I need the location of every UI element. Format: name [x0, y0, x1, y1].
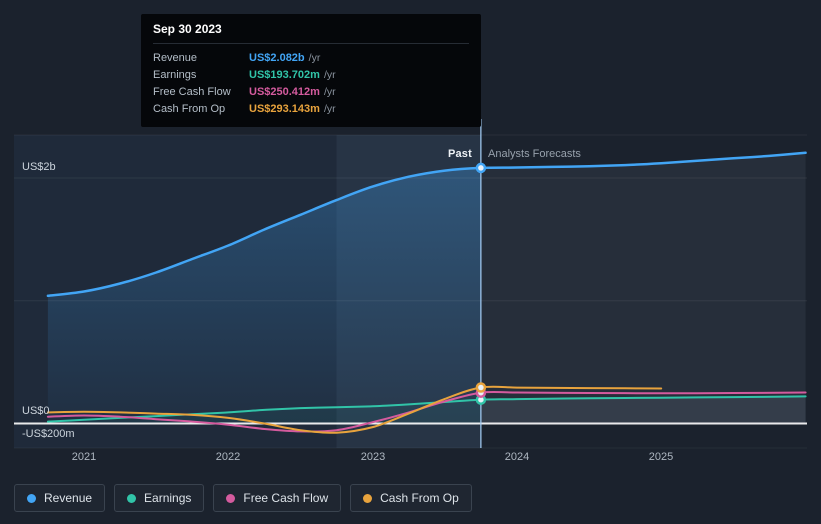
chart-legend: Revenue Earnings Free Cash Flow Cash Fro… — [14, 484, 472, 512]
tooltip-date: Sep 30 2023 — [153, 22, 469, 44]
tooltip-value: US$2.082b — [249, 52, 305, 64]
x-tick-2022: 2022 — [215, 451, 241, 463]
tooltip-row-revenue: Revenue US$2.082b /yr — [153, 50, 469, 67]
chart-tooltip: Sep 30 2023 Revenue US$2.082b /yr Earnin… — [141, 14, 481, 127]
legend-label: Cash From Op — [380, 491, 459, 505]
earnings-legend-dot — [127, 493, 137, 503]
tooltip-unit: /yr — [323, 103, 336, 115]
legend-label: Earnings — [144, 491, 192, 505]
legend-label: Free Cash Flow — [243, 491, 329, 505]
area-past-earnings — [47, 399, 481, 424]
tooltip-row-cash-from-op: Cash From Op US$293.143m /yr — [153, 101, 469, 118]
revenue-marker — [475, 162, 487, 174]
revenue-line — [46, 151, 807, 298]
x-tick-2024: 2024 — [504, 451, 530, 463]
area-forecast-earnings — [480, 396, 806, 424]
earnings-line — [46, 395, 807, 423]
tooltip-row-free-cash-flow: Free Cash Flow US$250.412m /yr — [153, 84, 469, 101]
cash-from-op-line — [46, 385, 663, 434]
area-past-revenue — [47, 167, 481, 424]
legend-label: Revenue — [44, 491, 93, 505]
x-tick-2021: 2021 — [71, 451, 97, 463]
past-zone-label: Past — [447, 148, 472, 160]
y-axis-label-2b: US$2b — [22, 161, 56, 173]
area-forecast-revenue — [480, 152, 806, 424]
tooltip-value: US$293.143m — [249, 103, 320, 115]
cash-from-op-legend-dot — [363, 493, 373, 503]
tooltip-row-earnings: Earnings US$193.702m /yr — [153, 67, 469, 84]
x-tick-2025: 2025 — [648, 451, 674, 463]
cash-from-op-marker — [475, 382, 487, 393]
y-axis-label-neg200m: -US$200m — [22, 428, 75, 440]
x-tick-2023: 2023 — [360, 451, 386, 463]
free-cash-flow-line — [46, 390, 807, 433]
tooltip-label: Cash From Op — [153, 103, 226, 115]
y-axis-label-zero: US$0 — [22, 405, 50, 417]
tooltip-unit: /yr — [323, 86, 336, 98]
tooltip-label: Free Cash Flow — [153, 86, 231, 98]
legend-item-free-cash-flow[interactable]: Free Cash Flow — [213, 484, 342, 512]
free-cash-flow-legend-dot — [226, 493, 236, 503]
legend-item-revenue[interactable]: Revenue — [14, 484, 106, 512]
tooltip-unit: /yr — [308, 52, 321, 64]
legend-item-cash-from-op[interactable]: Cash From Op — [350, 484, 472, 512]
tooltip-value: US$250.412m — [249, 86, 320, 98]
revenue-legend-dot — [27, 493, 36, 503]
tooltip-value: US$193.702m — [249, 69, 320, 81]
tooltip-unit: /yr — [323, 69, 336, 81]
forecast-zone-label: Analysts Forecasts — [488, 148, 581, 160]
legend-item-earnings[interactable]: Earnings — [114, 484, 205, 512]
tooltip-label: Earnings — [153, 69, 197, 81]
tooltip-label: Revenue — [153, 52, 198, 64]
